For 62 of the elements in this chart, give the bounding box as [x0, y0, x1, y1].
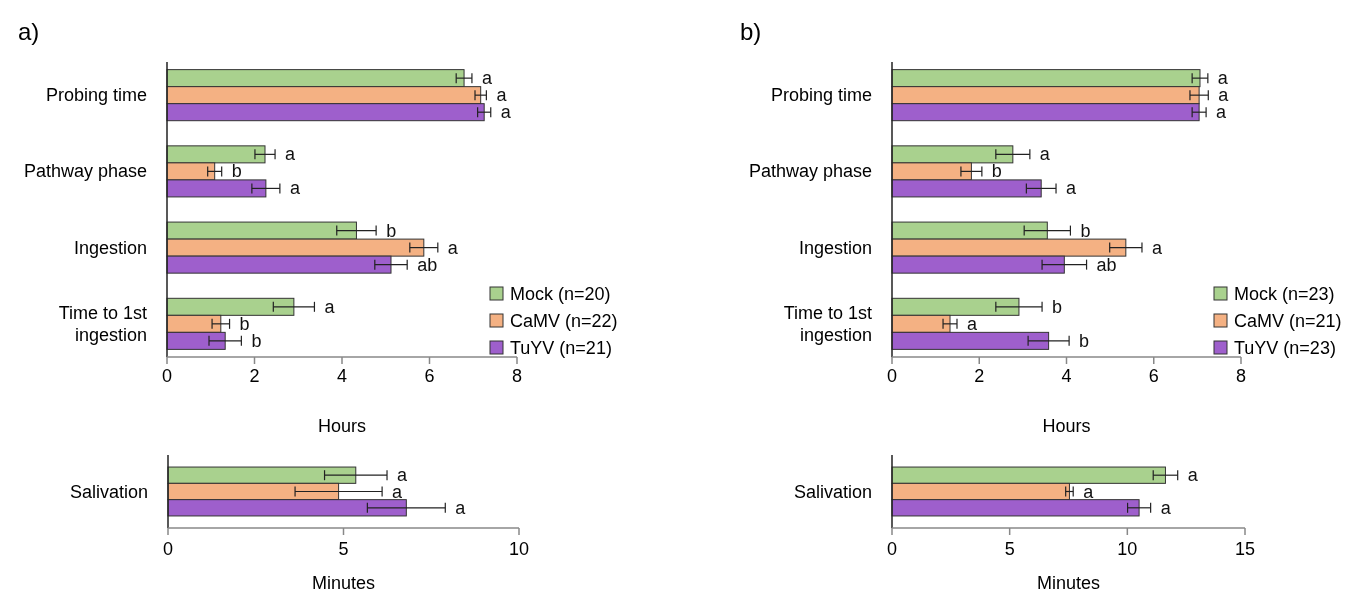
x-tick-label: 2 — [974, 366, 985, 386]
data-label: b — [231, 161, 242, 182]
x-tick-label: 2 — [249, 366, 260, 386]
y-tick-label: Time to 1st ingestion — [58, 302, 147, 345]
y-tick-label: Ingestion — [73, 237, 147, 258]
data-label: a — [455, 497, 467, 518]
data-label: b — [1079, 330, 1090, 351]
y-tick-label: Salivation — [793, 481, 872, 502]
y-tick-label: Salivation — [69, 481, 148, 502]
x-tick-label: 0 — [161, 366, 173, 386]
x-tick-label: 0 — [886, 366, 898, 386]
data-label: a — [481, 68, 493, 89]
y-tick-label: Probing time — [45, 85, 147, 106]
legend-label: Mock (n=23) — [1234, 284, 1335, 304]
x-tick-label: 8 — [1235, 366, 1247, 386]
chart-title: a) — [18, 18, 40, 45]
x-tick-label: 4 — [336, 366, 348, 386]
legend-label: TuYV (n=21) — [510, 338, 612, 358]
x-tick-label: 0 — [162, 539, 174, 559]
x-tick-label: 6 — [424, 366, 435, 386]
x-axis-title: Minutes — [1036, 573, 1101, 593]
y-tick-label: Pathway phase — [23, 161, 147, 182]
data-label: b — [1080, 220, 1091, 241]
data-label: a — [1066, 178, 1078, 199]
x-axis-title: Hours — [317, 416, 367, 436]
data-label: a — [1083, 481, 1095, 502]
y-tick-label: Ingestion — [798, 237, 872, 258]
x-tick-label: 5 — [338, 539, 349, 559]
data-label: a — [289, 178, 301, 199]
x-tick-label: 4 — [1061, 366, 1072, 386]
x-axis-title: Hours — [1042, 416, 1091, 436]
x-tick-label: 8 — [511, 366, 523, 386]
data-label: b — [1052, 296, 1063, 317]
data-label: ab — [1096, 254, 1117, 275]
y-tick-label: Pathway phase — [748, 161, 872, 182]
data-label: a — [285, 144, 297, 165]
legend-label: CaMV (n=21) — [1234, 311, 1342, 331]
data-label: a — [1151, 237, 1163, 258]
legend-label: CaMV (n=22) — [510, 311, 618, 331]
x-tick-label: 5 — [1004, 539, 1015, 559]
chart-title: b) — [740, 18, 762, 45]
x-tick-label: 10 — [1117, 539, 1138, 559]
data-label: a — [447, 237, 459, 258]
y-tick-label: Probing time — [770, 85, 872, 106]
x-axis-title: Minutes — [311, 573, 376, 593]
legend-label: Mock (n=20) — [510, 284, 611, 304]
data-label: b — [251, 330, 262, 351]
data-label: a — [1160, 497, 1172, 518]
data-label: a — [1039, 144, 1051, 165]
x-tick-label: 6 — [1148, 366, 1159, 386]
data-label: ab — [417, 254, 438, 275]
x-tick-label: 0 — [886, 539, 898, 559]
data-label: b — [239, 313, 250, 334]
legend-label: TuYV (n=23) — [1234, 338, 1336, 358]
data-label: b — [386, 220, 397, 241]
data-label: b — [991, 161, 1002, 182]
data-label: a — [324, 296, 336, 317]
y-tick-label: Time to 1st ingestion — [783, 302, 872, 345]
data-label: a — [967, 313, 978, 334]
x-tick-label: 15 — [1234, 539, 1256, 559]
x-tick-label: 10 — [508, 539, 530, 559]
data-label: a — [1187, 465, 1199, 486]
